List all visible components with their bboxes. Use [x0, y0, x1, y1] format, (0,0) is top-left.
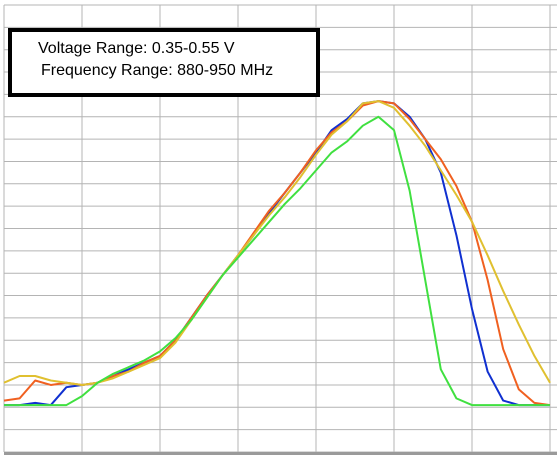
- annotation: Frequency Range: 880-950 MHz: [41, 62, 273, 79]
- bottom-edge: [4, 452, 557, 455]
- legend-box: [8, 28, 320, 97]
- annotation: Voltage Range: 0.35-0.55 V: [38, 40, 235, 57]
- data-line: [4, 115, 550, 407]
- lines: [3, 100, 551, 407]
- data-line: [3, 100, 551, 386]
